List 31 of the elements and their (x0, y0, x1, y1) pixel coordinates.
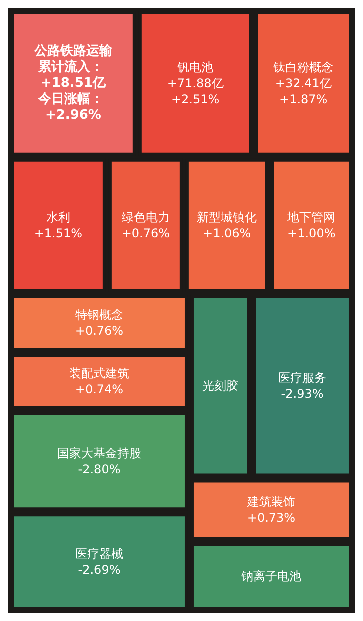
category-label: 装配式建筑 (69, 366, 130, 380)
data-label: +0.73% (247, 511, 296, 526)
category-label: 医疗器械 (75, 546, 124, 561)
data-label: +2.51% (171, 92, 220, 106)
category-label: 钠离子电池 (240, 570, 302, 584)
data-label: +1.00% (288, 226, 336, 241)
text: 累计流入： +18.51亿 (38, 60, 106, 91)
category-label: 水利 (46, 210, 70, 225)
text: +71.88亿 (167, 76, 224, 90)
category-label: 地下管网 (286, 210, 336, 225)
data-label: +0.76% (75, 324, 124, 338)
data-label: -2.93% (281, 387, 324, 402)
category-label: 钛白粉概念 (272, 60, 334, 74)
data-label: -2.69% (78, 562, 121, 577)
category-label: 新型城镇化 (197, 210, 258, 225)
data-label: +1.06% (203, 226, 252, 241)
data-label: -2.80% (78, 462, 121, 476)
data-label: +0.76% (122, 226, 170, 241)
category-label: 特钢概念 (75, 308, 124, 322)
data-label: +1.87% (280, 92, 328, 106)
data-label: +1.51% (34, 226, 83, 241)
category-label: 钒电池 (176, 60, 214, 74)
category-label: 医疗服务 (278, 371, 327, 386)
data-label: +0.74% (75, 382, 124, 396)
category-label: 建筑装饰 (246, 495, 296, 510)
category-label: 绿色电力 (122, 210, 170, 225)
category-label: 公路铁路运输 (33, 42, 114, 59)
text: +32.41亿 (275, 76, 332, 90)
category-label: 国家大基金持股 (57, 446, 142, 460)
category-label: 光刻胶 (202, 379, 239, 394)
data-label: 今日涨幅： +2.96% (38, 92, 108, 123)
